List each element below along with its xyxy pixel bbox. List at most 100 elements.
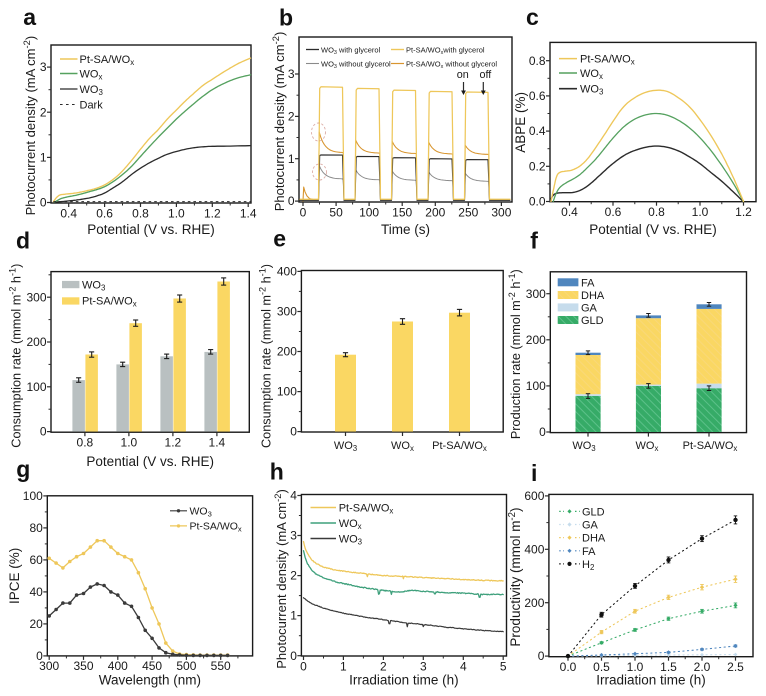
svg-text:WOx​: WOx​: [580, 68, 603, 81]
svg-text:Pt-SA/WOx​with glycerol: Pt-SA/WOx​with glycerol: [406, 46, 485, 56]
svg-text:20: 20: [29, 617, 43, 631]
svg-text:300: 300: [277, 305, 297, 319]
svg-text:0.8: 0.8: [77, 436, 94, 450]
svg-text:on: on: [457, 69, 469, 81]
svg-text:600: 600: [524, 489, 544, 503]
svg-text:f: f: [530, 228, 538, 254]
svg-text:1.0: 1.0: [627, 660, 644, 674]
svg-text:1: 1: [340, 659, 347, 673]
svg-text:0.0: 0.0: [529, 195, 546, 209]
svg-text:3: 3: [288, 67, 295, 81]
svg-text:Irradiation time (h): Irradiation time (h): [596, 673, 706, 688]
svg-text:WO3​: WO3​: [580, 84, 604, 97]
svg-text:Potential (V vs. RHE): Potential (V vs. RHE): [86, 454, 214, 469]
svg-text:300: 300: [491, 205, 511, 219]
svg-text:4: 4: [290, 489, 297, 503]
svg-text:Time (s): Time (s): [381, 222, 430, 237]
svg-text:0.6: 0.6: [529, 89, 546, 103]
svg-text:200: 200: [26, 335, 46, 349]
svg-text:200: 200: [526, 333, 546, 347]
svg-text:Photocurrent density (mA cm-2​: Photocurrent density (mA cm-2​): [272, 489, 289, 669]
svg-text:d: d: [16, 227, 30, 253]
svg-text:2: 2: [288, 109, 295, 123]
svg-text:2: 2: [40, 105, 47, 119]
svg-text:WO3​: WO3​: [80, 84, 104, 97]
svg-text:WO3​ without glycerol: WO3​ without glycerol: [321, 60, 391, 70]
svg-text:100: 100: [359, 205, 379, 219]
svg-text:WO3​: WO3​: [190, 506, 212, 519]
svg-text:100: 100: [526, 379, 546, 393]
svg-text:Pt-SA/WOx​: Pt-SA/WOx​: [683, 440, 738, 453]
svg-text:300: 300: [26, 290, 46, 304]
svg-text:1.0: 1.0: [692, 205, 709, 219]
svg-text:400: 400: [108, 659, 128, 673]
svg-text:Photocurrent density (mA cm-2​: Photocurrent density (mA cm-2​): [270, 32, 287, 212]
svg-text:IPCE (%): IPCE (%): [7, 548, 22, 604]
svg-text:WO3​: WO3​: [334, 440, 358, 453]
svg-text:0: 0: [288, 194, 295, 208]
svg-text:550: 550: [211, 659, 231, 673]
svg-text:2: 2: [290, 569, 297, 583]
svg-text:300: 300: [39, 659, 59, 673]
svg-text:60: 60: [29, 553, 43, 567]
svg-text:0.0: 0.0: [560, 660, 577, 674]
svg-text:0: 0: [40, 425, 47, 439]
svg-text:250: 250: [458, 205, 478, 219]
svg-text:Wavelength (nm): Wavelength (nm): [99, 673, 201, 688]
svg-text:Pt-SA/WOx​: Pt-SA/WOx​: [339, 503, 394, 516]
svg-text:400: 400: [277, 265, 297, 279]
svg-text:100: 100: [277, 385, 297, 399]
svg-text:0.4: 0.4: [529, 124, 546, 138]
svg-text:0: 0: [539, 425, 546, 439]
svg-text:4: 4: [460, 659, 467, 673]
svg-text:Potential (V vs. RHE): Potential (V vs. RHE): [87, 222, 215, 237]
svg-text:WO3​: WO3​: [82, 279, 106, 292]
svg-text:H2​: H2​: [582, 559, 594, 572]
svg-text:Productivity (mmol m-2​): Productivity (mmol m-2​): [507, 507, 523, 646]
svg-text:50: 50: [329, 205, 343, 219]
svg-text:1: 1: [40, 151, 47, 165]
svg-text:1.0: 1.0: [168, 206, 185, 220]
svg-text:350: 350: [73, 659, 93, 673]
svg-text:100: 100: [23, 489, 43, 503]
svg-text:0: 0: [538, 649, 545, 663]
svg-text:DHA: DHA: [581, 290, 605, 302]
svg-text:Irradiation time (h): Irradiation time (h): [349, 673, 459, 688]
svg-text:Pt-SA/WOx​ without glycerol: Pt-SA/WOx​ without glycerol: [406, 60, 497, 70]
svg-text:1.2: 1.2: [735, 205, 752, 219]
svg-text:3: 3: [40, 60, 47, 74]
svg-text:1.0: 1.0: [121, 436, 138, 450]
svg-text:2.5: 2.5: [727, 660, 744, 674]
svg-text:WO3​: WO3​: [339, 534, 363, 547]
svg-text:a: a: [23, 4, 36, 30]
svg-text:40: 40: [29, 585, 43, 599]
svg-text:FA: FA: [582, 546, 596, 558]
svg-text:1: 1: [290, 609, 297, 623]
svg-text:2.0: 2.0: [694, 660, 711, 674]
svg-text:0.4: 0.4: [60, 206, 77, 220]
svg-text:WOx​: WOx​: [391, 440, 414, 453]
svg-text:FA: FA: [581, 277, 595, 289]
svg-text:300: 300: [526, 287, 546, 301]
svg-text:Production rate (mmol m-2​ h-1: Production rate (mmol m-2​ h-1​): [507, 269, 523, 439]
svg-text:3: 3: [290, 529, 297, 543]
svg-text:WOx​: WOx​: [339, 518, 362, 531]
svg-text:Pt-SA/WOx​: Pt-SA/WOx​: [80, 54, 135, 67]
svg-text:Dark: Dark: [80, 100, 104, 112]
svg-text:200: 200: [524, 596, 544, 610]
svg-text:Photocurrent density (mA cm-2​: Photocurrent density (mA cm-2​): [21, 36, 38, 216]
svg-text:WO3​: WO3​: [572, 440, 596, 453]
svg-text:c: c: [526, 4, 539, 30]
svg-text:0.2: 0.2: [529, 159, 546, 173]
svg-text:off: off: [479, 69, 492, 81]
svg-text:b: b: [279, 4, 293, 30]
svg-text:100: 100: [26, 380, 46, 394]
svg-text:e: e: [273, 226, 286, 252]
svg-text:3: 3: [420, 659, 427, 673]
svg-text:Pt-SA/WOx​: Pt-SA/WOx​: [580, 54, 635, 67]
svg-text:Potential (V vs. RHE): Potential (V vs. RHE): [589, 222, 717, 237]
svg-text:WOx​: WOx​: [636, 440, 659, 453]
svg-text:GLD: GLD: [581, 315, 604, 327]
svg-text:GA: GA: [582, 520, 599, 532]
svg-text:0.4: 0.4: [561, 205, 578, 219]
